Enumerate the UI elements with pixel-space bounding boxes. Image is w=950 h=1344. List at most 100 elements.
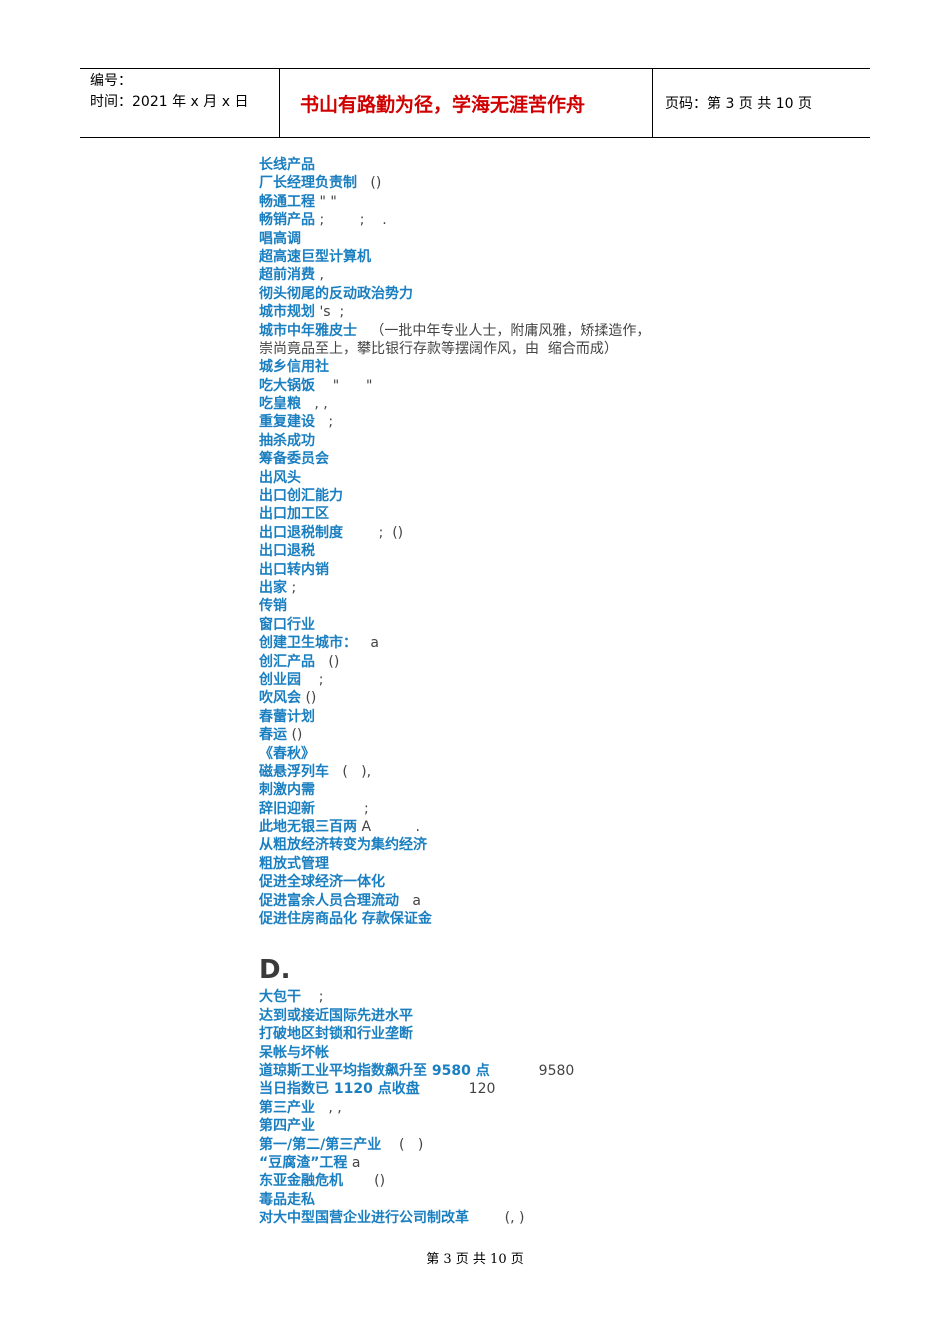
entry-term: 打破地区封锁和行业垄断 (259, 1026, 413, 1043)
entry-term: 促进富余人员合理流动 (259, 892, 399, 909)
entry-term: 大包干 (259, 989, 301, 1006)
entry-note: a (399, 892, 421, 909)
entry-term: 出口创汇能力 (259, 488, 343, 505)
glossary-entry: 达到或接近国际先进水平 (259, 1007, 779, 1025)
glossary-content: 长线产品 厂长经理负责制 () 畅通工程 " " 畅销产品 ; ; . 唱高调 超高速巨型… (259, 156, 779, 1227)
entry-term: 抽杀成功 (259, 432, 315, 449)
entry-term: 出家 (259, 579, 287, 596)
entry-note: a (347, 1154, 361, 1171)
entry-note: ; () (343, 524, 404, 541)
glossary-entry: 毒品走私 (259, 1191, 779, 1209)
glossary-entry: 出口加工区 (259, 505, 779, 523)
glossary-entry: 厂长经理负责制 () (259, 174, 779, 192)
entry-term: 辞旧迎新 (259, 800, 315, 817)
entry-term: 第一/第二/第三产业 (259, 1136, 382, 1153)
doc-number-label: 编号： (90, 73, 132, 89)
glossary-entry: 吃皇粮 , , (259, 395, 779, 413)
entry-term: 创汇产品 (259, 653, 315, 670)
entry-note: ; (301, 989, 324, 1006)
entry-note: () (287, 727, 303, 744)
entry-term: 城市规划 (259, 304, 315, 321)
entry-note: 120 (419, 1081, 496, 1098)
entry-term: 出口退税 (259, 543, 315, 560)
entry-note: () (357, 175, 382, 192)
entry-term: 道琼斯工业平均指数飙升至 9580 点 (259, 1062, 490, 1079)
entry-note: () (343, 1173, 386, 1190)
glossary-entry: 刺激内需 (259, 781, 779, 799)
doc-date: 时间：2021 年 x 月 x 日 (90, 94, 249, 110)
glossary-entry: 抽杀成功 (259, 432, 779, 450)
entry-term: 传销 (259, 598, 287, 615)
glossary-entry: 畅通工程 " " (259, 193, 779, 211)
glossary-entry: 吹风会 () (259, 689, 779, 707)
entry-note: (, ) (469, 1210, 525, 1227)
entry-term: 第四产业 (259, 1118, 315, 1135)
page-footer: 第 3 页 共 10 页 (426, 1252, 524, 1267)
entry-note: 9580 (489, 1062, 575, 1079)
glossary-entry: 大包干 ; (259, 988, 779, 1006)
entry-term: 出风头 (259, 469, 301, 486)
glossary-list-d: 大包干 ; 达到或接近国际先进水平 打破地区封锁和行业垄断 呆帐与坏帐 道琼斯工业平均指… (259, 988, 779, 1227)
entry-term: 《春秋》 (259, 745, 315, 762)
entry-term: 此地无银三百两 (259, 819, 357, 836)
glossary-entry: 出口创汇能力 (259, 487, 779, 505)
glossary-entry: 窗口行业 (259, 616, 779, 634)
entry-term: 达到或接近国际先进水平 (259, 1007, 413, 1024)
header-info: 编号： 时间：2021 年 x 月 x 日 (80, 69, 280, 137)
page-header: 编号： 时间：2021 年 x 月 x 日 书山有路勤为径，学海无涯苦作舟 页码… (80, 68, 870, 138)
glossary-entry: 从粗放经济转变为集约经济 (259, 836, 779, 854)
entry-term: 春蕾计划 (259, 708, 315, 725)
entry-term: 畅通工程 (259, 193, 315, 210)
glossary-entry: 对大中型国营企业进行公司制改革 (, ) (259, 1209, 779, 1227)
entry-term: 促进住房商品化 存款保证金 (259, 911, 432, 928)
entry-note: （一批中年专业人士，附庸风雅，矫揉造作， (357, 322, 651, 339)
entry-note: ; (315, 414, 334, 431)
glossary-entry: 长线产品 (259, 156, 779, 174)
glossary-entry: 城市中年雅皮士 （一批中年专业人士，附庸风雅，矫揉造作， (259, 322, 779, 340)
entry-term: 春运 (259, 727, 287, 744)
glossary-entry: 出家 ; (259, 579, 779, 597)
entry-note: () (315, 653, 340, 670)
entry-note: ; ; . (315, 212, 387, 229)
glossary-entry: 促进住房商品化 存款保证金 (259, 910, 779, 928)
header-page-info: 页码：第 3 页 共 10 页 (665, 96, 812, 112)
glossary-entry: 呆帐与坏帐 (259, 1044, 779, 1062)
glossary-entry: 粗放式管理 (259, 855, 779, 873)
entry-note: ( ), (329, 763, 372, 780)
entry-term: 超高速巨型计算机 (259, 248, 371, 265)
entry-term: 吹风会 (259, 690, 301, 707)
glossary-entry: 当日指数已 1120 点收盘 120 (259, 1080, 779, 1098)
glossary-entry: 辞旧迎新 ; (259, 800, 779, 818)
glossary-entry: 出口退税制度 ; () (259, 524, 779, 542)
entry-term: 吃大锅饭 (259, 377, 315, 394)
glossary-entry: 筹备委员会 (259, 450, 779, 468)
entry-note: , (315, 267, 324, 284)
entry-term: 粗放式管理 (259, 855, 329, 872)
glossary-entry: 出口退税 (259, 542, 779, 560)
entry-term: 创业园 (259, 671, 301, 688)
entry-term: 促进全球经济一体化 (259, 874, 385, 891)
glossary-entry: 出口转内销 (259, 561, 779, 579)
entry-note: 崇尚竟品至上，攀比银行存款等摆阔作风，由 缩合而成） (259, 340, 618, 357)
entry-term: 出口退税制度 (259, 524, 343, 541)
entry-term: 彻头彻尾的反动政治势力 (259, 285, 413, 302)
glossary-entry: 城市规划 's ; (259, 303, 779, 321)
glossary-entry: “豆腐渣”工程 a (259, 1154, 779, 1172)
entry-term: 吃皇粮 (259, 396, 301, 413)
section-d-heading: D. (259, 955, 291, 986)
glossary-entry: 出风头 (259, 469, 779, 487)
glossary-entry: 第一/第二/第三产业 ( ) (259, 1136, 779, 1154)
glossary-entry: 促进全球经济一体化 (259, 873, 779, 891)
entry-term: 窗口行业 (259, 616, 315, 633)
glossary-entry: 此地无银三百两 A . (259, 818, 779, 836)
entry-term: 城市中年雅皮士 (259, 322, 357, 339)
glossary-entry: 吃大锅饭 " " (259, 377, 779, 395)
entry-term: 长线产品 (259, 157, 315, 173)
entry-term: 唱高调 (259, 230, 301, 247)
entry-note: ; (301, 671, 324, 688)
entry-term: 从粗放经济转变为集约经济 (259, 837, 427, 854)
entry-term: 超前消费 (259, 267, 315, 284)
glossary-entry: 创建卫生城市： a (259, 634, 779, 652)
entry-note: a (357, 635, 379, 652)
entry-term: 出口加工区 (259, 506, 329, 523)
